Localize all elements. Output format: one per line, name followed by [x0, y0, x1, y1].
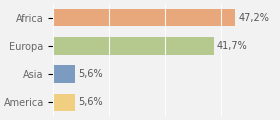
- Bar: [53, 9, 235, 26]
- Text: 5,6%: 5,6%: [78, 97, 103, 107]
- Text: 47,2%: 47,2%: [238, 13, 269, 23]
- Bar: [53, 37, 214, 55]
- Text: 41,7%: 41,7%: [217, 41, 248, 51]
- Bar: [53, 94, 75, 111]
- Text: 5,6%: 5,6%: [78, 69, 103, 79]
- Bar: [53, 65, 75, 83]
